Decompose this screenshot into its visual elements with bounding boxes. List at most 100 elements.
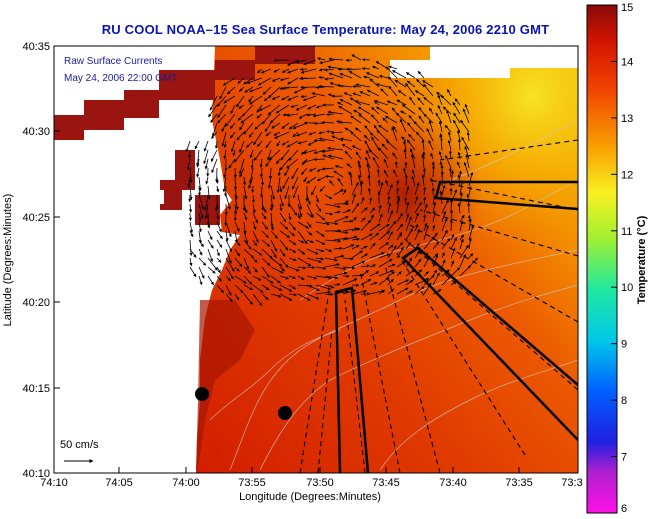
current-vector xyxy=(386,100,398,106)
current-vector xyxy=(297,230,308,245)
current-vector xyxy=(257,68,263,74)
current-vector xyxy=(207,266,216,274)
current-vector xyxy=(422,214,427,223)
current-vector xyxy=(229,122,236,130)
current-vector xyxy=(261,212,267,220)
scale-label: 50 cm/s xyxy=(60,439,99,451)
current-vector xyxy=(465,154,470,169)
current-vector xyxy=(423,203,428,214)
current-vector xyxy=(243,275,253,285)
colorbar-tick-label: 8 xyxy=(621,395,627,407)
current-vector xyxy=(327,110,344,115)
current-vector xyxy=(363,75,371,79)
current-vector xyxy=(270,230,278,239)
current-vector xyxy=(300,68,317,74)
current-vector xyxy=(234,275,247,284)
current-vector xyxy=(324,203,341,209)
current-vector xyxy=(243,185,248,200)
current-vector xyxy=(288,284,297,290)
current-vector xyxy=(333,246,343,251)
current-vector xyxy=(319,185,326,192)
current-vector xyxy=(252,230,259,243)
current-vector xyxy=(215,176,219,184)
current-vector xyxy=(281,68,290,73)
current-vector xyxy=(396,231,403,241)
current-vector xyxy=(360,253,368,259)
current-vector xyxy=(372,65,380,70)
current-vector xyxy=(198,203,204,219)
current-vector xyxy=(309,167,317,172)
current-vector xyxy=(276,140,281,147)
current-vector xyxy=(315,290,331,295)
radar-sector-lines xyxy=(299,139,578,473)
current-vector xyxy=(281,140,290,146)
current-vector xyxy=(316,176,326,182)
current-vector xyxy=(464,103,470,115)
current-vector xyxy=(216,221,222,233)
current-vector xyxy=(352,84,362,89)
current-vector xyxy=(303,176,308,183)
current-vector xyxy=(409,96,416,106)
current-vector xyxy=(249,149,254,159)
current-vector xyxy=(297,221,309,229)
current-vector xyxy=(418,106,425,115)
current-vector xyxy=(198,230,202,244)
current-vector xyxy=(243,266,252,274)
current-vector xyxy=(267,149,272,161)
current-vector xyxy=(261,239,271,247)
current-vector xyxy=(252,203,256,214)
current-vector xyxy=(238,104,245,109)
current-vector xyxy=(432,224,436,232)
current-vector xyxy=(410,153,416,169)
overlay-line-2: May 24, 2006 22:00 GMT xyxy=(64,73,177,84)
current-vector xyxy=(261,113,272,125)
current-vector xyxy=(394,79,407,88)
current-vector xyxy=(270,239,278,252)
colorbar-tick-label: 6 xyxy=(621,503,627,515)
current-vector xyxy=(223,185,228,197)
current-vector xyxy=(441,252,445,259)
current-vector xyxy=(438,120,443,133)
current-vector xyxy=(261,293,269,301)
current-vector xyxy=(432,269,437,277)
current-vector xyxy=(440,95,452,106)
current-vector xyxy=(270,221,274,231)
current-vector xyxy=(279,212,287,223)
current-vector xyxy=(388,85,398,97)
current-vector xyxy=(297,248,306,255)
current-vector xyxy=(387,231,393,241)
current-vector xyxy=(444,124,452,133)
current-vector xyxy=(333,236,349,241)
current-vector xyxy=(360,233,373,241)
current-vector xyxy=(342,227,359,232)
current-vector xyxy=(447,89,452,97)
current-vector xyxy=(376,168,381,178)
current-vector xyxy=(205,176,209,185)
current-vector xyxy=(188,203,193,213)
current-vector xyxy=(288,292,297,297)
station-marker xyxy=(278,406,292,420)
current-vector xyxy=(395,187,400,196)
current-vector xyxy=(351,216,357,223)
current-vector xyxy=(288,212,292,221)
current-vector xyxy=(405,82,416,97)
current-vector xyxy=(396,212,403,223)
current-vector xyxy=(339,98,353,106)
current-vector xyxy=(225,275,231,282)
colorbar-tick-label: 7 xyxy=(621,452,627,464)
current-vector xyxy=(279,77,290,82)
current-vector xyxy=(236,131,245,141)
current-vector xyxy=(453,112,461,124)
current-vector xyxy=(234,185,238,200)
current-vector xyxy=(414,286,425,295)
current-vector xyxy=(230,104,236,115)
current-vector xyxy=(295,104,308,111)
current-vector xyxy=(288,221,296,231)
current-vector xyxy=(324,292,334,296)
current-vector xyxy=(324,257,338,262)
current-vector xyxy=(223,149,227,160)
current-vector xyxy=(406,80,416,88)
current-vector xyxy=(268,167,273,180)
temperature-colorbar xyxy=(586,4,618,514)
current-vector xyxy=(445,155,452,169)
